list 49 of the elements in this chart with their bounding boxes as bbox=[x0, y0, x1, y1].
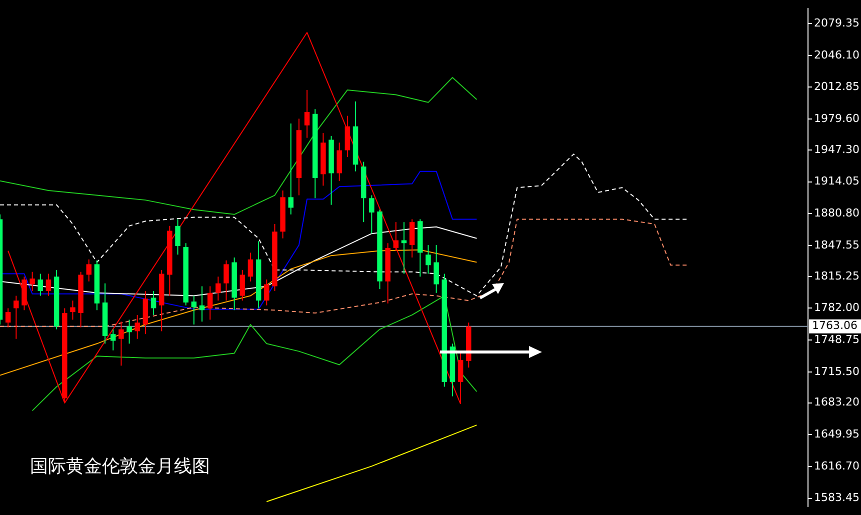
candlestick bbox=[38, 273, 44, 296]
candlestick bbox=[14, 295, 19, 340]
candlestick bbox=[30, 271, 35, 292]
line-series bbox=[0, 218, 688, 327]
candlestick bbox=[434, 244, 439, 294]
candlestick bbox=[409, 218, 415, 258]
y-tick-label: 1979.60 bbox=[814, 112, 860, 125]
y-tick-label: 1649.95 bbox=[814, 428, 860, 441]
candlestick bbox=[240, 269, 246, 302]
y-tick-label: 1847.55 bbox=[814, 238, 860, 252]
candlestick bbox=[86, 258, 92, 282]
y-tick-label: 1616.70 bbox=[814, 459, 860, 472]
candlestick bbox=[207, 286, 213, 320]
y-tick-label: 2012.85 bbox=[814, 80, 860, 94]
candlestick bbox=[118, 321, 124, 366]
candlestick bbox=[216, 276, 221, 302]
ref-line-label: 1763.06 bbox=[812, 319, 858, 332]
y-tick-label: 2046.10 bbox=[814, 48, 860, 62]
candlestick bbox=[344, 115, 350, 158]
candlestick bbox=[336, 142, 342, 182]
candlestick bbox=[70, 300, 76, 320]
candlestick bbox=[5, 308, 11, 328]
text: 国际黄金伦敦金月线图 bbox=[30, 455, 210, 478]
candlestick bbox=[150, 290, 156, 316]
candlestick bbox=[175, 218, 180, 256]
y-tick-label: 2079.35 bbox=[814, 16, 860, 30]
y-tick-label: 1880.80 bbox=[814, 206, 860, 220]
y-tick-label: 1715.50 bbox=[814, 364, 860, 378]
y-tick-label: 1683.20 bbox=[814, 396, 860, 409]
candlestick bbox=[224, 260, 229, 302]
y-tick-label: 1748.75 bbox=[814, 332, 860, 346]
candlestick bbox=[248, 252, 254, 282]
candlestick bbox=[393, 222, 399, 252]
y-tick-label: 1583.45 bbox=[814, 491, 860, 504]
y-tick-label: 1947.30 bbox=[814, 142, 860, 156]
candlestick bbox=[126, 319, 132, 344]
y-tick-label: 1914.05 bbox=[814, 174, 860, 188]
candlestick bbox=[426, 244, 431, 274]
candlestick bbox=[191, 295, 197, 326]
candlestick bbox=[288, 122, 294, 215]
line-series bbox=[0, 154, 688, 296]
candlestick bbox=[264, 279, 270, 306]
candlestick bbox=[369, 194, 374, 234]
candlestick bbox=[46, 273, 52, 296]
candlestick bbox=[304, 89, 310, 138]
candlestick bbox=[134, 314, 140, 340]
y-tick-label: 1815.25 bbox=[814, 269, 860, 282]
y-tick-label: 1782.00 bbox=[814, 301, 860, 314]
candlestick bbox=[110, 328, 116, 351]
